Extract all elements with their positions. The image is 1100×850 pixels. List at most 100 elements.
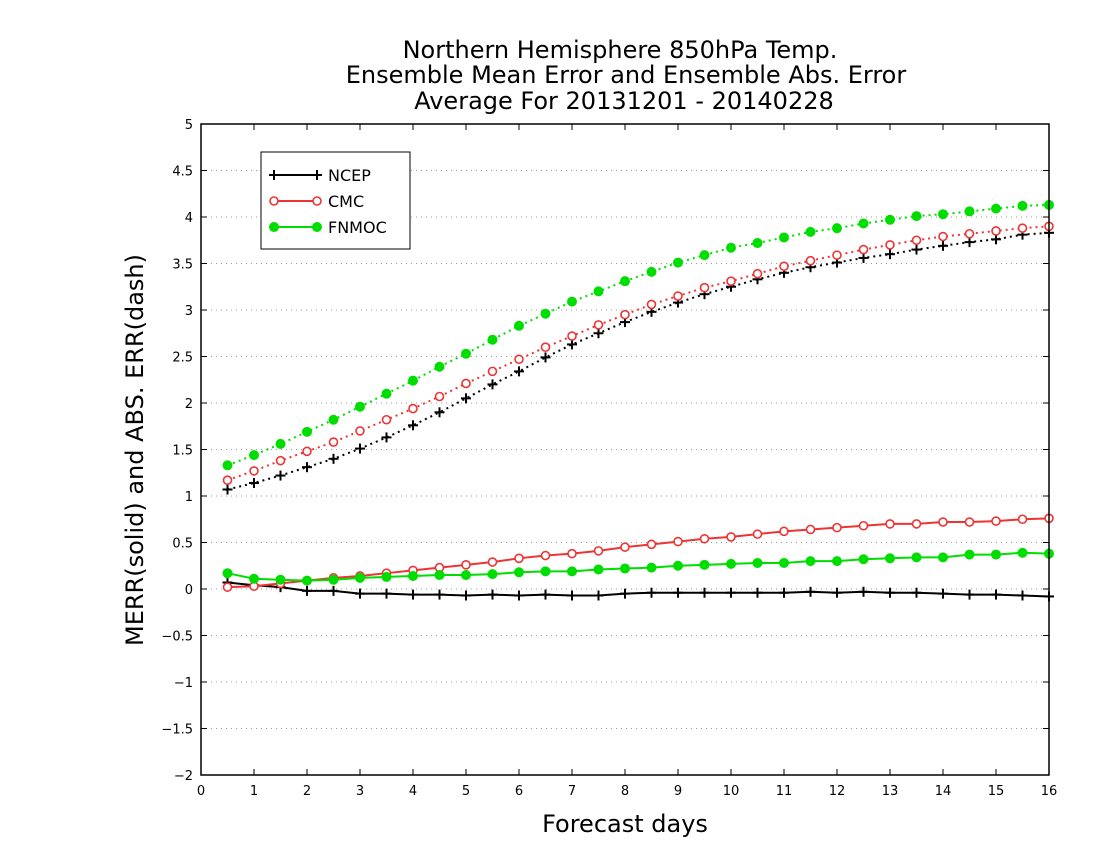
legend: NCEP CMC FNMOC [260,151,411,250]
y-tick-label: 3 [185,304,193,319]
merr-point-fnmoc [408,570,418,581]
abs-err-point-cmc [991,226,1001,236]
merr-point-fnmoc [885,553,895,564]
abs-err-point-fnmoc [699,250,710,261]
abs-err-point-ncep [408,420,418,431]
series-layer [222,199,1054,602]
merr-point-ncep [832,587,842,598]
merr-point-ncep [408,589,418,600]
merr-point-fnmoc [461,570,471,581]
merr-point-fnmoc [567,566,577,577]
merr-point-fnmoc [302,575,312,586]
x-tick-label: 8 [621,784,629,799]
legend-label-cmc: CMC [328,192,364,211]
merr-point-fnmoc [514,567,524,578]
abs-err-point-cmc [646,299,657,310]
merr-point-ncep [885,587,895,598]
merr-point-cmc [938,517,948,527]
merr-point-fnmoc [858,554,869,565]
x-tick-label: 0 [197,784,205,799]
x-tick-label: 6 [515,784,523,799]
merr-point-ncep [726,587,736,598]
merr-point-fnmoc [487,569,498,580]
merr-point-cmc [593,546,604,556]
merr-point-fnmoc [620,563,630,574]
abs-err-point-ncep [514,366,524,377]
merr-line-ncep [227,581,1050,598]
abs-err-point-ncep [461,393,471,404]
abs-err-point-fnmoc [487,334,498,345]
merr-point-cmc [779,526,789,537]
x-tick-label: 10 [723,784,740,799]
series-ncep [222,227,1054,602]
merr-point-ncep [514,590,524,601]
y-tick-label: 0 [185,583,193,598]
abs-err-point-cmc [249,466,259,476]
merr-point-cmc [567,548,577,559]
merr-point-ncep [805,586,816,597]
merr-point-fnmoc [540,566,551,577]
x-tick-label: 12 [829,784,846,799]
merr-point-fnmoc [699,559,710,570]
y-tick-label: −1 [174,676,193,691]
legend-marker-end-cmc [312,196,322,206]
abs-err-point-fnmoc [964,206,975,217]
abs-err-point-fnmoc [593,286,604,297]
abs-err-point-cmc [408,403,418,414]
abs-err-point-cmc [779,261,789,272]
merr-point-ncep [434,589,445,600]
merr-point-fnmoc [938,552,948,563]
abs-err-line-cmc [227,225,1050,482]
merr-point-ncep [593,590,604,601]
abs-err-point-cmc [593,320,604,330]
x-tick-label: 14 [935,784,952,799]
merr-point-cmc [1017,514,1028,525]
x-tick-label: 5 [462,784,470,799]
abs-err-line-ncep [227,231,1050,491]
merr-point-cmc [461,560,471,570]
abs-err-point-fnmoc [275,438,286,449]
abs-err-point-fnmoc [673,257,683,268]
abs-err-point-fnmoc [302,426,312,437]
merr-line-cmc [227,517,1050,589]
merr-point-ncep [911,587,922,598]
abs-err-point-ncep [593,328,604,339]
merr-point-cmc [911,519,922,529]
plot-frame [200,123,1050,776]
legend-item-cmc: CMC [269,192,364,211]
merr-point-ncep [461,590,471,601]
merr-point-cmc [487,557,498,567]
abs-err-point-cmc [620,309,630,320]
abs-err-point-cmc [938,231,948,242]
merr-point-cmc [805,524,816,535]
y-tick-label: 4.5 [172,165,193,180]
merr-point-cmc [222,582,233,592]
abs-err-point-fnmoc [461,348,471,359]
merr-point-fnmoc [991,549,1001,560]
merr-point-ncep [355,588,365,599]
abs-err-point-fnmoc [540,308,551,319]
series-fnmoc [222,199,1054,586]
merr-point-cmc [752,529,763,539]
merr-point-fnmoc [593,564,604,575]
abs-err-point-ncep [938,240,948,251]
merr-point-cmc [832,522,842,533]
abs-err-point-fnmoc [249,450,259,461]
abs-err-point-fnmoc [911,211,922,222]
abs-err-point-fnmoc [222,460,233,471]
merr-point-fnmoc [911,552,922,563]
abs-err-point-cmc [885,240,895,250]
abs-err-point-cmc [567,331,577,341]
abs-err-point-cmc [726,276,736,286]
merr-point-fnmoc [275,574,286,585]
x-tick-label: 15 [988,784,1005,799]
merr-point-cmc [620,542,630,552]
merr-point-ncep [328,585,339,596]
abs-err-point-cmc [487,366,498,377]
abs-err-point-fnmoc [885,214,895,225]
series-cmc [222,221,1054,592]
merr-point-cmc [991,516,1001,526]
abs-err-point-cmc [752,268,763,279]
merr-point-fnmoc [249,573,259,584]
